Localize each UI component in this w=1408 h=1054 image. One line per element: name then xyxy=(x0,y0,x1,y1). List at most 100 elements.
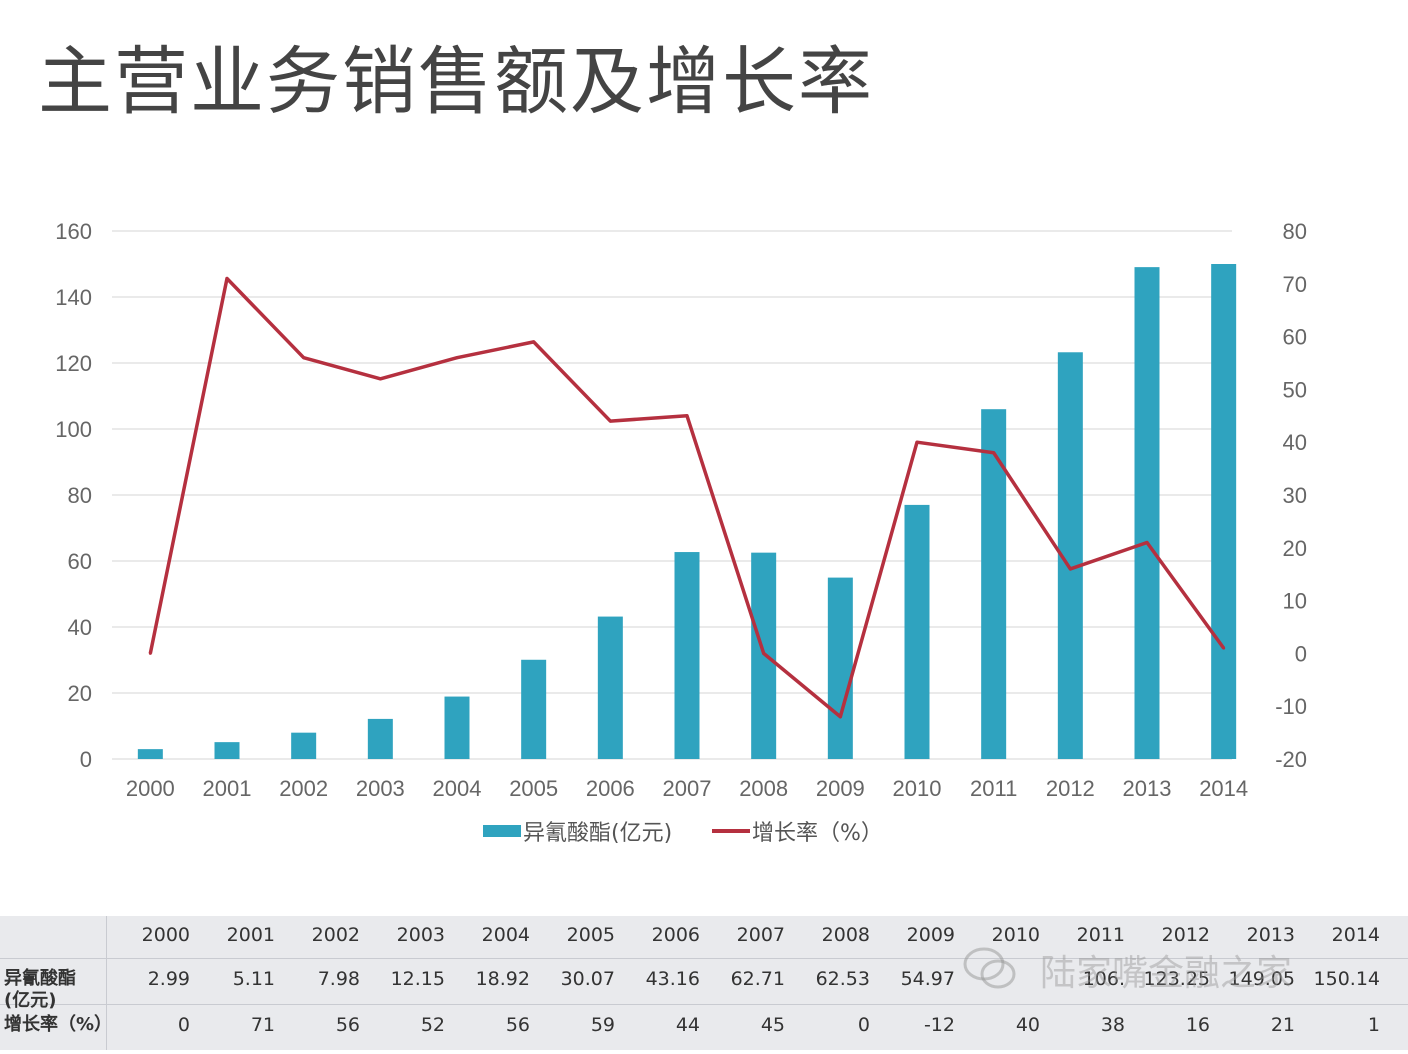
left-tick-label: 0 xyxy=(80,747,92,772)
left-tick-label: 40 xyxy=(68,615,92,640)
x-axis-ticks: 2000 2001 2002 2003 2004 2005 2006 2007 2008 2009… xyxy=(126,776,1248,801)
right-tick-label: -20 xyxy=(1275,747,1307,772)
table-cell: 2.99 xyxy=(147,968,190,990)
table-cell: 5.11 xyxy=(232,968,275,990)
line-point xyxy=(378,377,382,381)
bar xyxy=(827,577,853,759)
table-cell: 2004 xyxy=(481,924,530,946)
table-cell: 0 xyxy=(857,1014,870,1036)
table-cell: 2000 xyxy=(141,924,190,946)
table-cell: 123.25 xyxy=(1143,968,1210,990)
table-vertical-divider xyxy=(106,916,107,1050)
combo-chart: 0 20 40 60 80 100 120 140 160 -20 -10 0 10 20 30 40 50 6… xyxy=(55,219,1307,846)
line-point xyxy=(225,277,229,281)
left-axis-ticks: 0 20 40 60 80 100 120 140 160 xyxy=(55,219,92,772)
right-tick-label: -10 xyxy=(1275,694,1307,719)
legend: 异氰酸酯(亿元) 增长率（%） xyxy=(483,821,883,846)
table-cell: -12 xyxy=(923,1014,955,1036)
x-tick-label: 2002 xyxy=(279,776,328,801)
x-tick-label: 2013 xyxy=(1123,776,1172,801)
right-tick-label: 20 xyxy=(1283,536,1307,561)
x-tick-label: 2014 xyxy=(1199,776,1248,801)
line-point xyxy=(685,414,689,418)
table-cell: 106. xyxy=(1082,968,1125,990)
bar xyxy=(674,552,700,759)
table-cell: 2008 xyxy=(821,924,870,946)
table-cell: 21 xyxy=(1270,1014,1295,1036)
left-tick-label: 80 xyxy=(68,483,92,508)
x-tick-label: 2003 xyxy=(356,776,405,801)
line-point xyxy=(532,340,536,344)
table-cell: 56 xyxy=(335,1014,360,1036)
page-title: 主营业务销售额及增长率 xyxy=(38,39,874,125)
watermark: 陆家嘴金融之家 xyxy=(1040,953,1293,994)
x-tick-label: 2001 xyxy=(203,776,252,801)
bar xyxy=(904,504,930,759)
table-cell: 1 xyxy=(1367,1014,1380,1036)
bar xyxy=(751,552,777,759)
x-tick-label: 2009 xyxy=(816,776,865,801)
table-cell: 40 xyxy=(1015,1014,1040,1036)
left-tick-label: 160 xyxy=(55,219,92,244)
table-divider xyxy=(0,958,1408,959)
table-cell: 30.07 xyxy=(560,968,615,990)
right-tick-label: 10 xyxy=(1283,589,1307,614)
table-cell: 2007 xyxy=(736,924,785,946)
left-tick-label: 140 xyxy=(55,285,92,310)
table-cell: 2005 xyxy=(566,924,615,946)
table-cell: 2011 xyxy=(1076,924,1125,946)
table-cell: 43.16 xyxy=(645,968,700,990)
line-point xyxy=(1068,567,1072,571)
right-tick-label: 50 xyxy=(1283,377,1307,402)
left-tick-label: 60 xyxy=(68,549,92,574)
legend-line-label: 增长率（%） xyxy=(752,821,883,846)
bar-series xyxy=(137,264,1237,759)
table-row-label: 增长率（%） xyxy=(4,1014,113,1035)
table-cell: 2013 xyxy=(1246,924,1295,946)
bar xyxy=(214,742,240,759)
table-cell: 62.71 xyxy=(730,968,785,990)
table-cell: 44 xyxy=(675,1014,700,1036)
table-cell: 18.92 xyxy=(475,968,530,990)
line-point xyxy=(1222,646,1226,650)
left-tick-label: 20 xyxy=(68,681,92,706)
table-cell: 0 xyxy=(177,1014,190,1036)
x-tick-label: 2010 xyxy=(893,776,942,801)
table-cell: 54.97 xyxy=(900,968,955,990)
bar xyxy=(137,749,163,759)
line-point xyxy=(838,715,842,719)
table-cell: 52 xyxy=(420,1014,445,1036)
table-cell: 2006 xyxy=(651,924,700,946)
left-tick-label: 120 xyxy=(55,351,92,376)
table-cell: 2003 xyxy=(396,924,445,946)
table-cell: 2012 xyxy=(1161,924,1210,946)
table-divider xyxy=(0,1004,1408,1005)
table-cell: 62.53 xyxy=(815,968,870,990)
bar xyxy=(444,696,470,759)
x-tick-label: 2000 xyxy=(126,776,175,801)
table-cell: 2010 xyxy=(991,924,1040,946)
table-row-label: 异氰酸酯 (亿元) xyxy=(4,968,76,1011)
bar xyxy=(1211,264,1237,759)
right-tick-label: 70 xyxy=(1283,272,1307,297)
legend-bar-swatch xyxy=(483,825,521,837)
table-cell: 2001 xyxy=(226,924,275,946)
table-cell: 59 xyxy=(590,1014,615,1036)
x-tick-label: 2008 xyxy=(739,776,788,801)
wechat-icon xyxy=(963,947,1016,989)
table-cell: 149.05 xyxy=(1228,968,1295,990)
table-cell: 2009 xyxy=(906,924,955,946)
right-tick-label: 60 xyxy=(1283,325,1307,350)
right-tick-label: 40 xyxy=(1283,430,1307,455)
bar xyxy=(521,659,547,759)
table-cell: 16 xyxy=(1185,1014,1210,1036)
table-cell: 7.98 xyxy=(317,968,360,990)
legend-bar-label: 异氰酸酯(亿元) xyxy=(523,821,672,846)
table-cell: 2014 xyxy=(1331,924,1380,946)
data-table: 2000 2001 2002 2003 2004 2005 2006 2007 2008 2009… xyxy=(0,916,1408,1050)
line-point xyxy=(608,419,612,423)
x-tick-label: 2007 xyxy=(663,776,712,801)
x-tick-label: 2006 xyxy=(586,776,635,801)
table-cell: 71 xyxy=(250,1014,275,1036)
bar xyxy=(597,616,623,759)
